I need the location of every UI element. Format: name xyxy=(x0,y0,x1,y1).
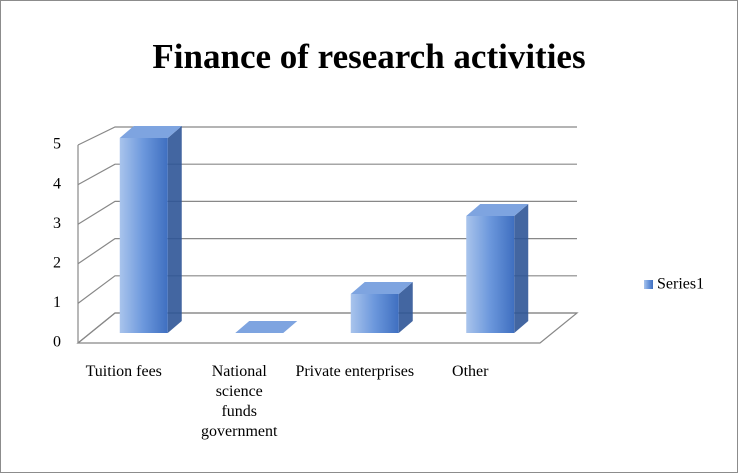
bar-top xyxy=(350,282,413,294)
grid-line xyxy=(77,200,577,225)
y-tick-label: 0 xyxy=(53,334,61,351)
grid-line xyxy=(77,163,577,186)
y-tick-label: 2 xyxy=(53,254,61,271)
y-tick-label: 5 xyxy=(53,136,61,153)
bar xyxy=(350,294,399,333)
x-tick-label: Other xyxy=(452,363,489,380)
x-tick-label: Tuition fees xyxy=(86,363,162,380)
bar-top xyxy=(119,126,182,138)
grid-line xyxy=(77,238,577,265)
legend-swatch xyxy=(644,280,653,289)
bar-side xyxy=(514,204,529,333)
bar-side xyxy=(167,126,182,333)
y-tick-label: 4 xyxy=(53,175,61,192)
bar xyxy=(466,216,515,333)
y-tick-label: 3 xyxy=(53,215,61,232)
chart-title: Finance of research activities xyxy=(152,37,585,76)
bar xyxy=(119,138,168,333)
legend-label: Series1 xyxy=(657,276,704,293)
bar-top xyxy=(466,204,529,216)
grid-line xyxy=(77,312,577,344)
bar-top xyxy=(235,321,298,333)
grid-line xyxy=(77,275,577,304)
x-tick-label: National science funds government xyxy=(201,363,278,440)
grid-line xyxy=(77,126,577,146)
x-tick-label: Private enterprises xyxy=(295,363,414,380)
y-tick-label: 1 xyxy=(53,294,61,311)
bar-side xyxy=(398,282,413,333)
